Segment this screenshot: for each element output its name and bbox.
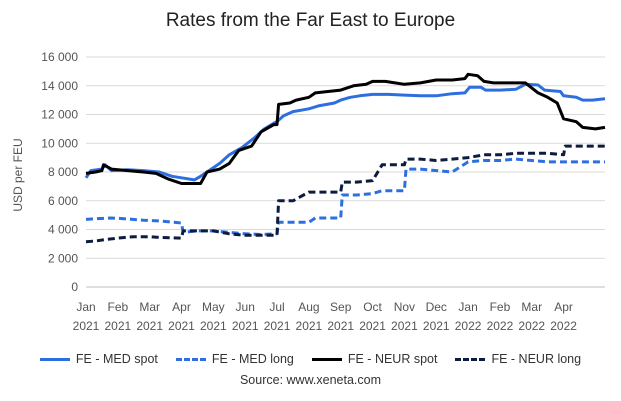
x-tick-year: 2021 <box>264 319 291 333</box>
x-tick-year: 2021 <box>327 319 354 333</box>
y-tick-label: 8 000 <box>48 165 78 179</box>
y-tick-label: 0 <box>71 280 78 294</box>
x-tick-year: 2021 <box>296 319 323 333</box>
series-line-3 <box>85 144 605 244</box>
x-tick-month: Jun <box>236 300 255 314</box>
x-tick-month: May <box>202 300 225 314</box>
series-line-0 <box>84 82 606 182</box>
x-tick-month: Mar <box>139 300 160 314</box>
x-tick-year: 2021 <box>391 319 418 333</box>
x-tick-month: Feb <box>107 300 128 314</box>
x-tick-year: 2022 <box>455 319 482 333</box>
y-tick-label: 2 000 <box>48 251 78 265</box>
legend-swatch-med-spot <box>39 357 70 361</box>
x-tick-year: 2022 <box>518 319 545 333</box>
legend-item-neur-long: FE - NEUR long <box>455 352 581 366</box>
legend: FE - MED spot FE - MED long FE - NEUR sp… <box>0 352 621 366</box>
legend-label: FE - NEUR long <box>491 352 582 366</box>
x-tick-month: Apr <box>172 300 191 314</box>
y-tick-label: 4 000 <box>48 223 78 237</box>
chart-title: Rates from the Far East to Europe <box>165 10 456 31</box>
x-tick-month: Feb <box>490 300 511 314</box>
x-tick-year: 2022 <box>487 319 514 333</box>
x-tick-month: Sep <box>330 300 352 314</box>
x-tick-month: Jul <box>269 300 284 314</box>
x-tick-month: Oct <box>363 300 382 314</box>
legend-item-med-long: FE - MED long <box>175 352 294 366</box>
legend-label: FE - NEUR spot <box>347 352 438 366</box>
legend-swatch-neur-long <box>455 357 486 361</box>
grid-lines <box>86 56 605 259</box>
x-tick-year: 2022 <box>550 319 577 333</box>
y-tick-label: 14 000 <box>41 79 78 93</box>
legend-swatch-neur-spot <box>311 357 342 361</box>
x-tick-year: 2021 <box>73 319 100 333</box>
x-tick-year: 2021 <box>423 319 450 333</box>
x-tick-month: Apr <box>554 300 573 314</box>
source-note: Source: www.xeneta.com <box>239 373 382 387</box>
x-tick-year: 2021 <box>136 319 163 333</box>
y-tick-label: 6 000 <box>48 194 78 208</box>
legend-label: FE - MED spot <box>75 352 158 366</box>
x-tick-year: 2021 <box>200 319 227 333</box>
x-tick-year: 2021 <box>359 319 386 333</box>
y-tick-label: 10 000 <box>41 136 78 150</box>
series-line-2 <box>85 72 606 185</box>
x-tick-year: 2021 <box>232 319 259 333</box>
x-tick-month: Jan <box>458 300 477 314</box>
x-tick-month: Aug <box>298 300 319 314</box>
x-tick-year: 2021 <box>104 319 131 333</box>
x-tick-month: Jan <box>76 300 95 314</box>
legend-label: FE - MED long <box>211 352 294 366</box>
tick-labels: 0 2 000 4 000 6 000 8 000 10 000 12 000 14 000 1… <box>41 50 577 333</box>
x-tick-year: 2021 <box>168 319 195 333</box>
legend-swatch-med-long <box>175 357 206 361</box>
series-lines <box>84 72 606 244</box>
y-axis-label: USD per FEU <box>11 138 25 211</box>
y-tick-label: 12 000 <box>41 108 78 122</box>
x-tick-month: Dec <box>426 300 447 314</box>
series-line-1 <box>85 157 605 236</box>
y-tick-label: 16 000 <box>41 50 78 64</box>
x-tick-month: Nov <box>394 300 415 314</box>
legend-item-med-spot: FE - MED spot <box>39 352 158 366</box>
x-tick-month: Mar <box>521 300 542 314</box>
legend-item-neur-spot: FE - NEUR spot <box>311 352 438 366</box>
